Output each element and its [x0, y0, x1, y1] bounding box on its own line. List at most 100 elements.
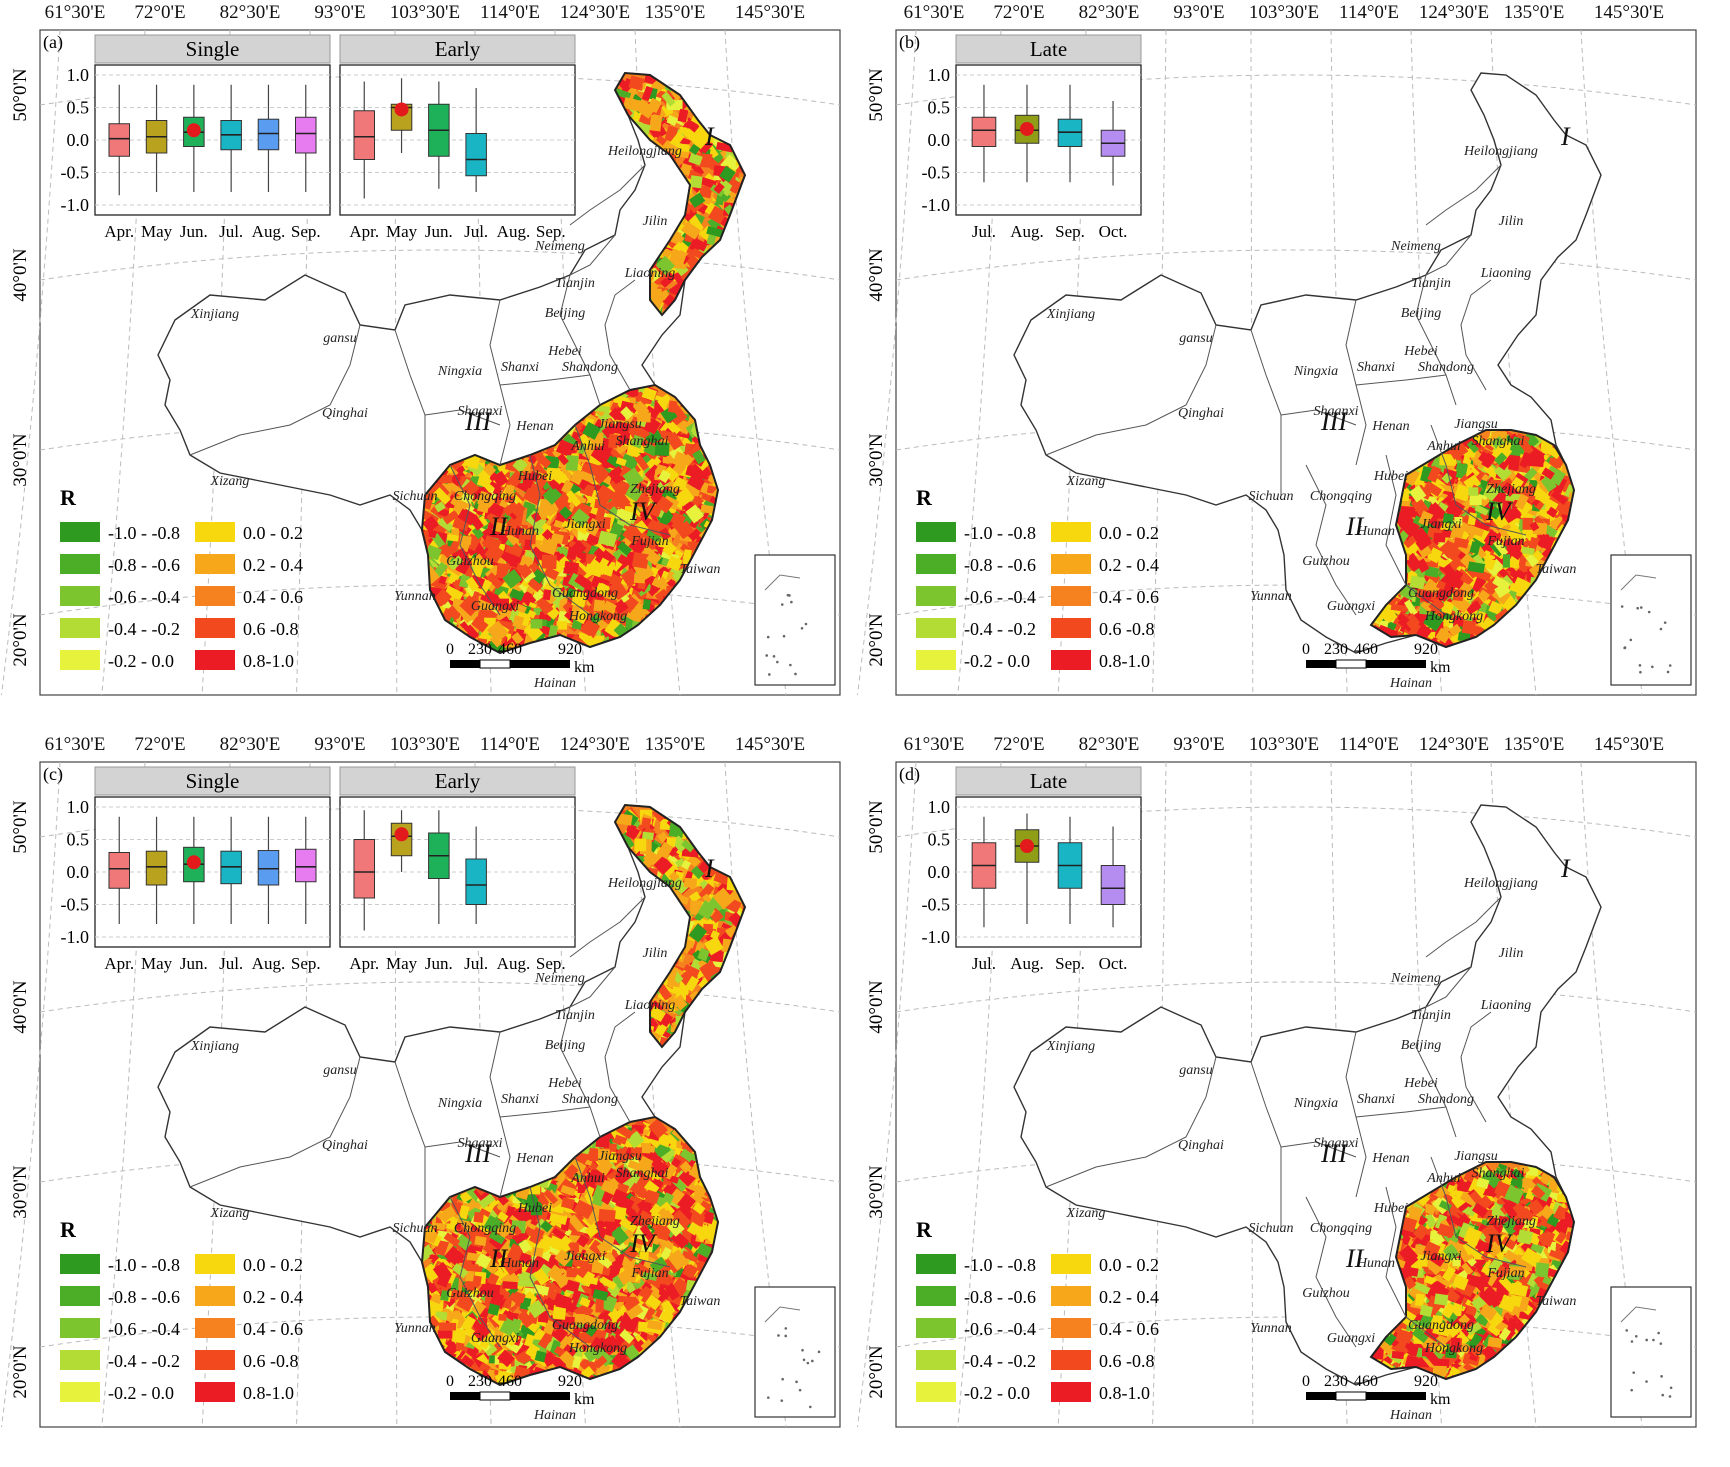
island-dot	[789, 663, 792, 667]
county-cell	[689, 143, 701, 156]
legend-label: 0.0 - 0.2	[243, 523, 303, 543]
scale-tick: 920	[558, 641, 582, 658]
county-cell	[446, 534, 459, 542]
county-cell	[649, 288, 662, 297]
legend-label: -0.2 - 0.0	[108, 651, 174, 671]
meridian-line	[724, 29, 787, 696]
lon-label: 124°30'E	[1419, 2, 1489, 23]
county-cell	[689, 192, 706, 208]
lon-label: 72°0'E	[134, 2, 185, 23]
county-cell	[698, 176, 717, 189]
province-label-guangxi: Guangxi	[471, 599, 519, 614]
county-cell	[679, 143, 690, 152]
box-body	[294, 116, 317, 154]
lat-label: 40°0'N	[866, 248, 887, 302]
county-cell	[649, 115, 663, 132]
parallel-line	[39, 584, 841, 616]
county-cell	[662, 456, 674, 464]
county-cell	[660, 272, 676, 288]
county-cell	[683, 118, 700, 134]
legend-swatch	[60, 522, 100, 542]
box-body	[257, 118, 280, 151]
island-dot	[776, 660, 779, 664]
province-label-anhui: Anhui	[570, 439, 605, 454]
province-label-neimeng: Neimeng	[534, 239, 585, 254]
county-cell	[720, 154, 741, 175]
mean-marker	[394, 102, 409, 117]
county-cell	[668, 248, 687, 268]
x-tick-label: Jul.	[219, 222, 243, 241]
legend-swatch	[195, 586, 235, 606]
box-body	[108, 123, 131, 157]
lon-label: 135°0'E	[1504, 2, 1565, 23]
island-dot	[768, 673, 771, 676]
lat-label: 40°0'N	[10, 248, 31, 302]
county-cell	[666, 114, 679, 127]
county-cell	[615, 88, 632, 100]
county-cell	[565, 455, 579, 471]
lon-label: 61°30'E	[904, 2, 965, 23]
lon-label: 103°30'E	[390, 2, 460, 23]
lon-label: 103°30'E	[1249, 2, 1319, 23]
region-label-III: III	[464, 407, 492, 436]
county-cell	[634, 98, 656, 119]
county-cell	[708, 205, 727, 225]
scale-unit: km	[574, 659, 595, 676]
province-label-yunnan: Yunnan	[394, 589, 436, 604]
county-cell	[655, 135, 667, 146]
county-cell	[655, 255, 675, 276]
lon-label: 114°0'E	[1339, 2, 1399, 23]
lat-label: 20°0'N	[10, 613, 31, 667]
province-label-hubei: Hubei	[517, 469, 552, 484]
legend-label: -0.6 - -0.4	[108, 587, 180, 607]
province-label-zhejiang: Zhejiang	[630, 482, 680, 497]
province-label-shanxi: Shanxi	[501, 360, 539, 375]
province-label-tianjin: Tianjin	[555, 276, 595, 291]
county-cell	[642, 599, 651, 610]
x-tick-label: Sep.	[291, 222, 321, 241]
y-tick-label: 1.0	[67, 65, 90, 85]
x-tick-label: Sep.	[536, 222, 566, 241]
scale-seg	[479, 659, 511, 669]
lon-label: 145°30'E	[735, 2, 805, 23]
legend-label: 0.8-1.0	[243, 651, 294, 671]
y-tick-label: -0.5	[61, 163, 90, 183]
legend-label: -0.4 - -0.2	[108, 619, 180, 639]
county-cell	[706, 234, 717, 246]
south-china-sea-inset	[754, 554, 836, 686]
x-tick-label: Aug.	[497, 222, 531, 241]
province-label-jiangsu: Jiangsu	[598, 417, 642, 432]
map-panel-a: 61°30'E 72°0'E 82°30'E 93°0'E 103°30'E 114°0'…	[1, 2, 841, 696]
lon-label: 114°0'E	[480, 2, 540, 23]
lon-label: 82°30'E	[1079, 2, 1140, 23]
island-dot	[790, 600, 793, 604]
boxplot-title: Single	[186, 37, 240, 61]
county-cell	[630, 78, 643, 89]
x-tick-label: Jul.	[464, 222, 488, 241]
x-tick-label: Aug.	[252, 222, 286, 241]
scale-tick: 460	[498, 641, 522, 658]
province-label-liaoning: Liaoning	[624, 266, 676, 281]
county-cell	[687, 213, 704, 233]
province-label-chongqing: Chongqing	[454, 489, 516, 504]
island-dot	[794, 672, 797, 676]
county-cell	[716, 178, 735, 197]
panel-label: (a)	[43, 32, 63, 53]
x-tick-label: May	[386, 222, 418, 241]
province-label-ningxia: Ningxia	[437, 364, 482, 379]
parallel-line	[39, 419, 841, 451]
province-label-xinjiang: Xinjiang	[190, 307, 239, 322]
county-cell	[683, 128, 700, 144]
county-cell	[563, 560, 580, 576]
county-cell	[690, 237, 708, 252]
parallel-line	[39, 249, 841, 281]
lon-label: 61°30'E	[45, 2, 106, 23]
island-dot	[772, 655, 776, 658]
legend-swatch	[195, 522, 235, 542]
county-cell	[719, 165, 736, 183]
legend-label: 0.6 -0.8	[243, 619, 299, 639]
island-dot	[800, 627, 804, 630]
county-cell	[651, 136, 670, 153]
